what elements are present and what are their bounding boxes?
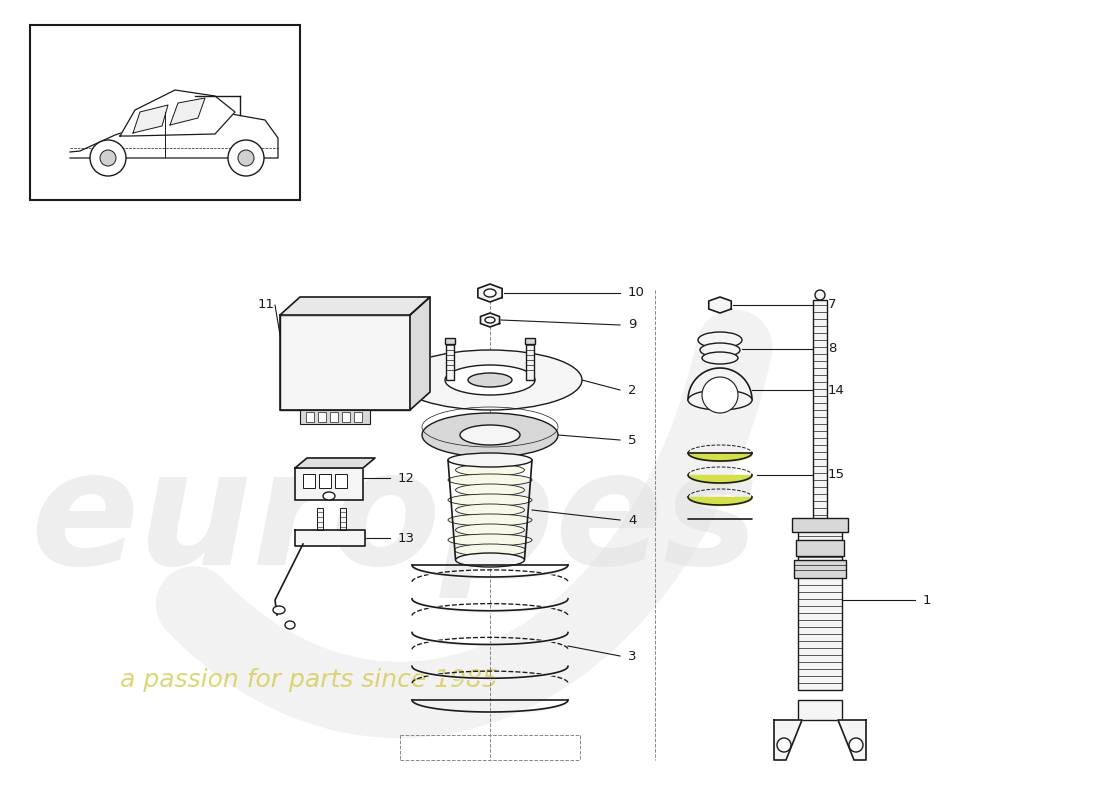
Ellipse shape <box>698 332 742 348</box>
Text: 5: 5 <box>628 434 637 446</box>
Ellipse shape <box>455 484 525 496</box>
Polygon shape <box>708 297 732 313</box>
Ellipse shape <box>448 453 532 467</box>
Polygon shape <box>295 458 375 468</box>
Ellipse shape <box>398 350 582 410</box>
Bar <box>330 412 338 422</box>
Bar <box>319 474 331 488</box>
Polygon shape <box>774 720 802 760</box>
Bar <box>340 508 346 530</box>
Ellipse shape <box>702 352 738 364</box>
Text: 15: 15 <box>828 469 845 482</box>
Bar <box>446 342 454 380</box>
Text: 8: 8 <box>828 342 836 355</box>
Ellipse shape <box>455 553 525 567</box>
Text: 11: 11 <box>258 298 275 311</box>
Text: 7: 7 <box>828 298 836 311</box>
Bar <box>798 700 842 720</box>
Ellipse shape <box>455 504 525 516</box>
Polygon shape <box>477 284 502 302</box>
Bar <box>318 412 326 422</box>
Polygon shape <box>295 530 365 546</box>
Ellipse shape <box>700 343 740 357</box>
Ellipse shape <box>323 492 336 500</box>
Bar <box>317 508 323 530</box>
Ellipse shape <box>238 150 254 166</box>
Ellipse shape <box>422 413 558 457</box>
Ellipse shape <box>100 150 116 166</box>
Ellipse shape <box>448 494 532 506</box>
Ellipse shape <box>446 365 535 395</box>
Bar <box>302 474 315 488</box>
Bar <box>354 412 362 422</box>
Ellipse shape <box>849 738 864 752</box>
Ellipse shape <box>454 544 526 556</box>
Bar <box>306 412 313 422</box>
Ellipse shape <box>485 317 495 323</box>
Text: 13: 13 <box>398 531 415 545</box>
Bar <box>30 25 300 200</box>
Polygon shape <box>70 112 278 158</box>
Ellipse shape <box>468 373 512 387</box>
Polygon shape <box>410 297 430 410</box>
Text: 9: 9 <box>628 318 637 331</box>
Ellipse shape <box>448 534 532 546</box>
Polygon shape <box>120 90 235 136</box>
Text: a passion for parts since 1985: a passion for parts since 1985 <box>120 668 497 692</box>
Bar <box>792 518 848 532</box>
Ellipse shape <box>90 140 126 176</box>
Bar <box>300 410 370 424</box>
Text: 12: 12 <box>398 471 415 485</box>
Ellipse shape <box>228 140 264 176</box>
Bar <box>342 412 350 422</box>
Text: 1: 1 <box>923 594 932 606</box>
Polygon shape <box>280 297 430 315</box>
Ellipse shape <box>448 514 532 526</box>
Text: 14: 14 <box>828 383 845 397</box>
Bar <box>796 540 844 556</box>
Bar <box>295 468 363 500</box>
Polygon shape <box>481 313 499 327</box>
Text: 4: 4 <box>628 514 637 526</box>
Text: 2: 2 <box>628 383 637 397</box>
Bar <box>798 530 842 690</box>
Ellipse shape <box>815 290 825 300</box>
Ellipse shape <box>455 524 525 536</box>
Polygon shape <box>838 720 866 760</box>
Bar <box>280 315 410 410</box>
Ellipse shape <box>273 606 285 614</box>
Polygon shape <box>133 105 168 133</box>
Text: 10: 10 <box>628 286 645 299</box>
Ellipse shape <box>448 474 532 486</box>
Bar <box>525 338 535 344</box>
Ellipse shape <box>460 425 520 445</box>
Ellipse shape <box>452 454 528 466</box>
Ellipse shape <box>777 738 791 752</box>
Ellipse shape <box>484 289 496 297</box>
Bar <box>336 474 346 488</box>
Bar <box>526 342 534 380</box>
Bar <box>446 338 455 344</box>
Ellipse shape <box>455 464 525 476</box>
Text: europes: europes <box>30 442 759 598</box>
Bar <box>794 560 846 578</box>
Polygon shape <box>170 98 205 125</box>
Bar <box>280 315 410 410</box>
Ellipse shape <box>688 390 752 410</box>
Polygon shape <box>688 368 752 400</box>
Ellipse shape <box>285 621 295 629</box>
Text: 3: 3 <box>628 650 637 662</box>
Ellipse shape <box>702 377 738 413</box>
Bar <box>813 300 827 530</box>
